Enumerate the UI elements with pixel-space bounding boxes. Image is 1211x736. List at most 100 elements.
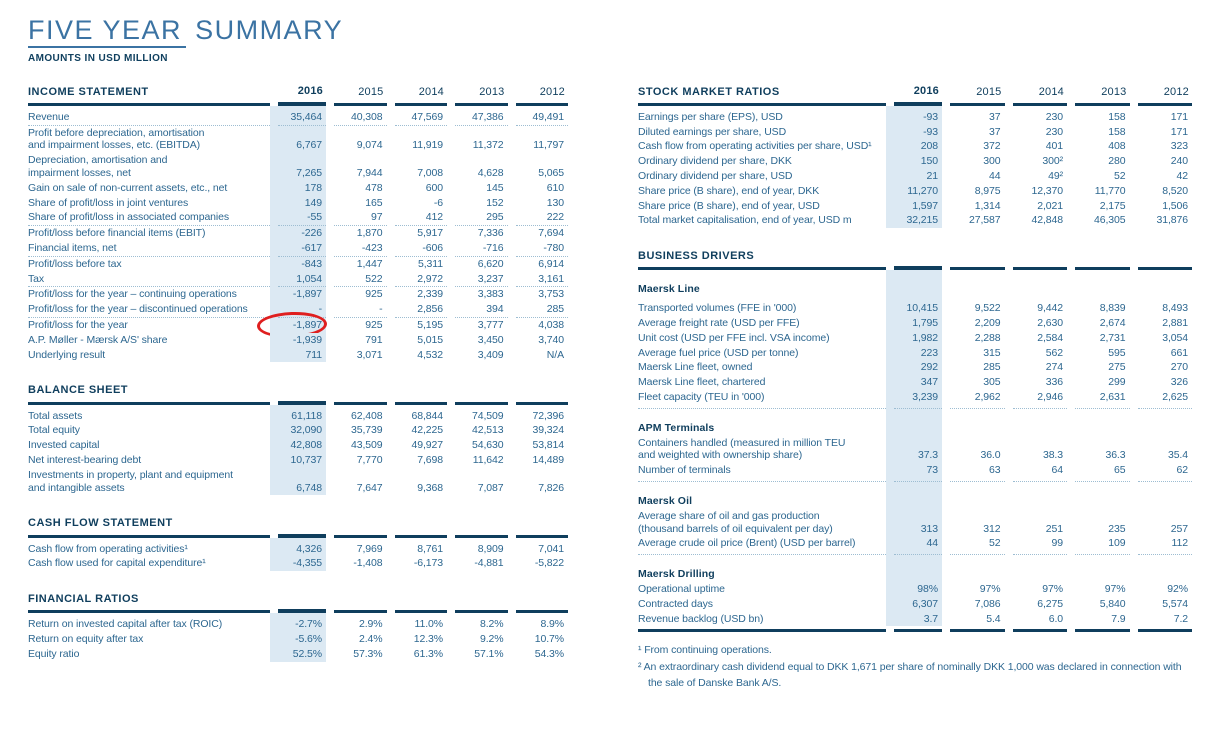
data-table: FINANCIAL RATIOS Return on invested capit… bbox=[28, 593, 568, 662]
empty-cell bbox=[886, 482, 942, 509]
empty-cell bbox=[942, 555, 1005, 582]
year-header: 2013 bbox=[447, 85, 508, 106]
value-cell: 44 bbox=[989, 170, 1001, 183]
separator-line bbox=[334, 124, 387, 126]
dotted-separator bbox=[638, 404, 1192, 409]
row-label: Revenue bbox=[28, 110, 70, 123]
value-cell: 3,753 bbox=[538, 288, 564, 301]
value-cell: 6,620 bbox=[477, 257, 504, 270]
section-title: BUSINESS DRIVERS bbox=[638, 250, 886, 271]
value-cell: 2,856 bbox=[417, 303, 443, 316]
value-cell: 3,054 bbox=[1162, 331, 1188, 344]
value-cell: 47,386 bbox=[471, 110, 504, 123]
separator-cell bbox=[1067, 478, 1130, 482]
value-cell: 49,491 bbox=[532, 110, 564, 123]
row-label: A.P. Møller - Mærsk A/S' share bbox=[28, 333, 168, 346]
row-label: Number of terminals bbox=[638, 464, 731, 477]
year-header bbox=[508, 384, 568, 405]
value-cell-2016: 35,464 bbox=[270, 105, 326, 125]
value-cell: 412 bbox=[425, 211, 443, 224]
year-label bbox=[1075, 263, 1130, 271]
value-cell: 97% bbox=[1104, 582, 1126, 595]
value-cell: 2,962 bbox=[974, 391, 1001, 404]
value-cell-2016: 42,808 bbox=[270, 438, 326, 453]
year-header bbox=[326, 517, 387, 538]
separator-line bbox=[455, 286, 508, 288]
value-cell: 5,574 bbox=[1162, 597, 1188, 610]
value-cell: 10.7% bbox=[534, 633, 564, 646]
value-cell: 152 bbox=[486, 196, 504, 209]
table-row: Profit before depreciation, amortisation… bbox=[28, 125, 568, 154]
value-cell-2016: 1,982 bbox=[886, 330, 942, 346]
table-row: Share of profit/loss in associated compa… bbox=[28, 210, 568, 226]
row-label: Operational uptime bbox=[638, 582, 725, 595]
table-head: BUSINESS DRIVERS bbox=[638, 250, 1192, 271]
value-cell: -1,408 bbox=[353, 557, 383, 570]
year-label bbox=[1012, 263, 1067, 271]
header-row: CASH FLOW STATEMENT bbox=[28, 517, 568, 538]
year-header bbox=[447, 517, 508, 538]
value-cell: 2.4% bbox=[358, 633, 383, 646]
value-cell: 1,447 bbox=[356, 257, 383, 270]
value-cell-2016: 32,215 bbox=[886, 213, 942, 229]
separator-cell bbox=[28, 124, 270, 126]
table-row: Share price (B share), end of year, USD 1… bbox=[638, 198, 1192, 214]
separator-cell bbox=[447, 225, 508, 227]
header-row: FINANCIAL RATIOS bbox=[28, 593, 568, 614]
value-cell: 2,288 bbox=[974, 331, 1001, 344]
value-cell: 2,972 bbox=[417, 272, 443, 285]
value-cell: 3,161 bbox=[538, 272, 564, 285]
year-header bbox=[447, 384, 508, 405]
value-cell: 6,275 bbox=[1037, 597, 1063, 610]
value-cell: 8,520 bbox=[1162, 184, 1188, 197]
table-row: Contracted days 6,307 7,086 6,275 5,840 5,574 bbox=[638, 596, 1192, 612]
table-row: Revenue 35,464 40,308 47,569 47,386 49,491 bbox=[28, 105, 568, 125]
section-header-cell: CASH FLOW STATEMENT bbox=[28, 517, 270, 538]
year-label bbox=[515, 606, 568, 614]
separator-cell bbox=[638, 405, 886, 409]
value-cell: -780 bbox=[543, 242, 564, 255]
empty-cell bbox=[886, 270, 942, 298]
value-cell: 62 bbox=[1176, 464, 1189, 477]
separator-line bbox=[515, 286, 568, 288]
row-label: Tax bbox=[28, 272, 45, 285]
row-label: Average fuel price (USD per tonne) bbox=[638, 346, 799, 359]
value-cell-2016: 73 bbox=[886, 463, 942, 478]
balance-sheet-table: BALANCE SHEET Total assets 61,118 62,408 68,… bbox=[28, 384, 568, 496]
year-label: 2014 bbox=[1012, 86, 1067, 106]
value-cell-2016: -1,939 bbox=[270, 332, 326, 348]
separator-line bbox=[1137, 478, 1192, 482]
separator-line bbox=[394, 317, 447, 319]
separator-cell bbox=[508, 317, 568, 319]
value-cell: 61.3% bbox=[413, 647, 443, 660]
data-table: CASH FLOW STATEMENT Cash flow from operat… bbox=[28, 517, 568, 572]
page-title-rest: SUMMARY bbox=[186, 15, 344, 45]
separator-cell bbox=[942, 478, 1005, 482]
table-row: Profit/loss for the year – continuing op… bbox=[28, 287, 568, 303]
table-row: A.P. Møller - Mærsk A/S' share -1,939 791 5… bbox=[28, 332, 568, 348]
data-table: STOCK MARKET RATIOS 2016 2015 2014 2013 2012 E… bbox=[638, 85, 1192, 229]
separator-cell bbox=[387, 124, 447, 126]
value-cell: 97% bbox=[1042, 582, 1063, 595]
value-cell: 3,777 bbox=[477, 319, 504, 332]
separator-line bbox=[1075, 478, 1130, 482]
value-cell: -606 bbox=[422, 242, 443, 255]
group-subheader-row: Maersk Line bbox=[638, 270, 1192, 298]
empty-cell bbox=[942, 409, 1005, 436]
value-cell: 7,647 bbox=[356, 481, 383, 494]
value-cell: 158 bbox=[1108, 125, 1126, 138]
value-cell: 99 bbox=[1051, 537, 1064, 550]
row-label: Profit/loss for the year – continuing op… bbox=[28, 288, 237, 301]
empty-cell bbox=[1067, 409, 1130, 436]
value-cell: 42 bbox=[1176, 170, 1189, 183]
year-label bbox=[455, 606, 508, 614]
value-cell: 235 bbox=[1108, 522, 1126, 535]
separator-line bbox=[638, 405, 886, 409]
value-cell: -6,173 bbox=[413, 557, 443, 570]
separator-cell bbox=[28, 286, 270, 288]
value-cell: 401 bbox=[1045, 140, 1063, 153]
separator-line bbox=[28, 124, 270, 126]
value-cell: 1,506 bbox=[1162, 199, 1188, 212]
separator-line bbox=[1137, 551, 1192, 556]
separator-line bbox=[394, 124, 447, 126]
